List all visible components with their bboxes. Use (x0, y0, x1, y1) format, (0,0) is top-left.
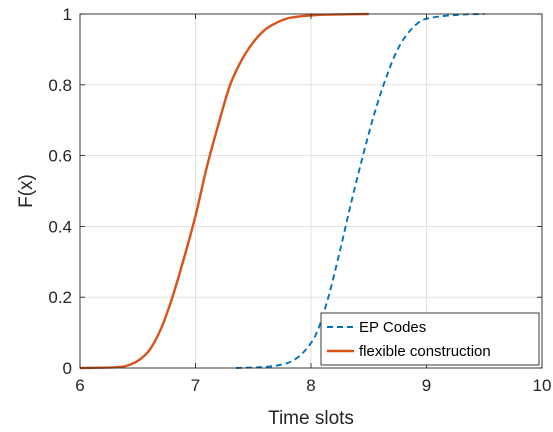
grid (80, 14, 542, 368)
legend-label-ep-codes: EP Codes (359, 319, 426, 336)
x-tick-label: 7 (191, 376, 200, 395)
y-tick-label: 0 (63, 359, 72, 378)
y-tick-label: 0.2 (48, 288, 72, 307)
x-tick-label: 8 (306, 376, 315, 395)
legend-box (320, 312, 540, 366)
y-tick-label: 0.8 (48, 76, 72, 95)
series-lines (79, 12, 485, 370)
x-axis-label: Time slots (268, 408, 354, 429)
x-tick-label: 10 (533, 376, 552, 395)
x-tick-label: 6 (75, 376, 84, 395)
series-line-flexible-construction (79, 12, 369, 370)
legend: EP Codes flexible construction (320, 312, 540, 366)
x-tick-label: 9 (422, 376, 431, 395)
y-tick-label: 1 (63, 5, 72, 24)
y-tick-label: 0.4 (48, 217, 72, 236)
y-axis-label: F(x) (16, 174, 37, 208)
ticks: 6 7 8 9 10 0 0.2 0.4 0.6 0.8 1 (48, 5, 551, 395)
y-tick-label: 0.6 (48, 147, 72, 166)
legend-label-flexible-construction: flexible construction (359, 343, 491, 360)
